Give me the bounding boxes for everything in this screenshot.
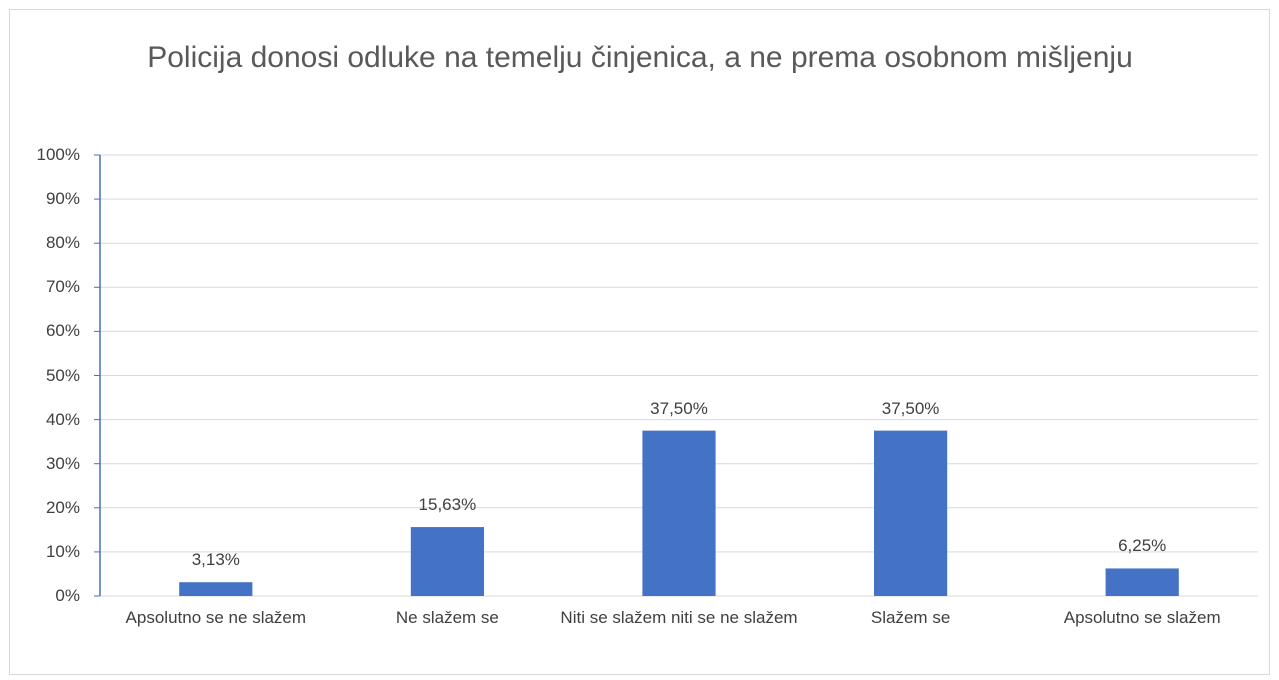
data-label: 37,50% (650, 398, 708, 418)
x-tick-label: Slažem se (870, 608, 951, 627)
chart-title: Policija donosi odluke na temelju činjen… (147, 41, 1133, 74)
data-label: 15,63% (418, 495, 477, 515)
y-tick-label: 70% (45, 277, 80, 297)
data-label: 3,13% (191, 550, 240, 570)
x-tick-label: Niti se slažem niti se ne slažem (560, 608, 798, 627)
x-tick-label: Apsolutno se ne slažem (125, 608, 307, 627)
bar (410, 527, 484, 596)
y-tick-label: 60% (45, 321, 80, 341)
y-tick-label: 0% (55, 586, 80, 605)
x-tick-label: Ne slažem se (395, 608, 499, 627)
y-tick-label: 10% (45, 541, 80, 561)
y-tick-label: 90% (45, 189, 80, 209)
chart-border (9, 9, 1270, 675)
x-tick-label: Apsolutno se slažem (1063, 608, 1221, 627)
y-tick-label: 50% (45, 365, 80, 385)
y-tick-label: 100% (36, 145, 80, 164)
y-tick-label: 30% (45, 453, 80, 473)
bar (642, 430, 716, 596)
y-tick-label: 80% (45, 233, 80, 253)
bar (179, 582, 253, 596)
y-tick-label: 20% (45, 497, 80, 517)
y-tick-label: 40% (45, 409, 80, 429)
data-label: 6,25% (1118, 536, 1167, 556)
data-label: 37,50% (881, 398, 940, 418)
bar (1105, 568, 1179, 596)
bar (874, 430, 948, 596)
